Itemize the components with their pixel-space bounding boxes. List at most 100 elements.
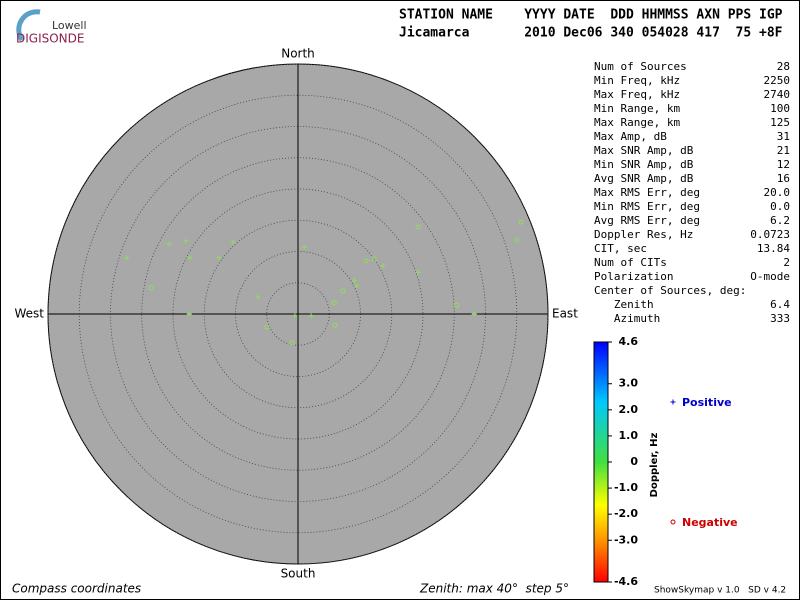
header-line: Jicamarca 2010 Dec06 340 054028 417 75 +…	[399, 26, 783, 41]
source-point	[351, 277, 357, 283]
logo-swoosh	[16, 9, 41, 42]
source-point	[183, 238, 189, 244]
source-point	[518, 219, 524, 225]
colorbar-tick-label: -1.0	[614, 481, 638, 494]
stat-label: Polarization	[594, 270, 673, 283]
source-point	[308, 313, 314, 319]
colorbar-tick-label: 4.6	[619, 335, 639, 348]
stat-label: Max Range, km	[594, 116, 680, 129]
colorbar-tick-label: 2.0	[619, 403, 639, 416]
stat-value: 20.0	[764, 186, 791, 199]
source-point	[380, 263, 386, 269]
source-point	[148, 285, 154, 291]
source-point	[415, 269, 421, 275]
source-point	[371, 256, 377, 262]
legend-label: Negative	[682, 516, 738, 529]
stat-label: Max SNR Amp, dB	[594, 144, 694, 157]
direction-label: East	[552, 307, 578, 321]
footer-middle: Zenith: max 40° step 5°	[419, 582, 569, 596]
logo-top: Lowell	[52, 19, 87, 32]
source-point	[264, 324, 270, 330]
marker-stroke	[332, 322, 338, 328]
source-point	[332, 322, 338, 328]
stat-value: 100	[770, 102, 790, 115]
source-point	[186, 311, 192, 317]
stat-label: Num of CITs	[594, 256, 667, 269]
logo-bottom: DIGISONDE	[16, 32, 84, 46]
stat-label: Doppler Res, Hz	[594, 228, 693, 241]
stat-label: Max Freq, kHz	[594, 88, 680, 101]
marker-stroke	[363, 258, 369, 264]
colorbar-tick-label: -4.6	[614, 575, 638, 588]
source-point	[166, 241, 172, 247]
stat-value: 2	[783, 256, 790, 269]
stat-label: Max RMS Err, deg	[594, 186, 700, 199]
stat-label: Num of Sources	[594, 60, 687, 73]
legend-label: Positive	[682, 396, 732, 409]
colorbar-label: Doppler, Hz	[649, 433, 660, 498]
stat-value: 125	[770, 116, 790, 129]
marker-stroke	[518, 219, 524, 225]
source-point	[124, 255, 130, 261]
stat-value: 28	[777, 60, 790, 73]
marker-stroke	[340, 288, 346, 294]
marker-stroke	[289, 340, 295, 346]
source-point	[454, 302, 460, 308]
marker-stroke	[331, 300, 337, 306]
source-point	[363, 258, 369, 264]
source-point	[354, 283, 360, 289]
source-point	[301, 244, 307, 250]
legend-symbol	[670, 519, 676, 525]
colorbar-tick-label: -2.0	[614, 507, 638, 520]
source-point	[415, 224, 421, 230]
colorbar-tick-label: -3.0	[614, 533, 638, 546]
source-point	[331, 300, 337, 306]
stat-label: Center of Sources, deg:	[594, 284, 746, 297]
stat-label: Avg RMS Err, deg	[594, 214, 700, 227]
stat-value: 6.4	[770, 298, 790, 311]
stat-label: Max Amp, dB	[594, 130, 667, 143]
stat-label: Avg SNR Amp, dB	[594, 172, 694, 185]
stat-label: Min Range, km	[594, 102, 680, 115]
direction-label: North	[281, 47, 315, 61]
source-point	[255, 294, 261, 300]
colorbar-tick-label: 3.0	[619, 377, 639, 390]
marker-stroke	[454, 302, 460, 308]
stat-value: 21	[777, 144, 790, 157]
stat-value: 2740	[764, 88, 791, 101]
marker-stroke	[371, 256, 377, 262]
marker-stroke	[415, 224, 421, 230]
stat-label: Min Freq, kHz	[594, 74, 680, 87]
marker-stroke	[670, 519, 676, 525]
direction-label: South	[281, 567, 316, 581]
source-point	[292, 313, 298, 319]
stat-label: Min SNR Amp, dB	[594, 158, 694, 171]
stat-value: 6.2	[770, 214, 790, 227]
source-point	[289, 340, 295, 346]
stat-value: 13.84	[757, 242, 790, 255]
marker-stroke	[264, 324, 270, 330]
stat-label: Min RMS Err, deg	[594, 200, 700, 213]
header-line: STATION NAME YYYY DATE DDD HHMMSS AXN PP…	[399, 8, 783, 23]
stat-label: Zenith	[594, 298, 654, 311]
stat-value: 16	[777, 172, 790, 185]
stat-label: Azimuth	[594, 312, 660, 325]
colorbar	[593, 341, 609, 583]
footer-right: ShowSkymap v 1.0 SD v 4.2	[654, 586, 786, 596]
direction-label: West	[14, 307, 44, 321]
source-point	[340, 288, 346, 294]
marker-stroke	[514, 237, 520, 243]
colorbar-tick-label: 1.0	[619, 429, 639, 442]
stat-value: 333	[770, 312, 790, 325]
colorbar-tick-label: 0	[630, 455, 638, 468]
source-point	[216, 255, 222, 261]
stat-value: 31	[777, 130, 790, 143]
source-point	[514, 237, 520, 243]
source-point	[230, 239, 236, 245]
stat-value: O-mode	[750, 270, 790, 283]
stat-value: 12	[777, 158, 790, 171]
source-point	[471, 311, 477, 317]
marker-stroke	[148, 285, 154, 291]
